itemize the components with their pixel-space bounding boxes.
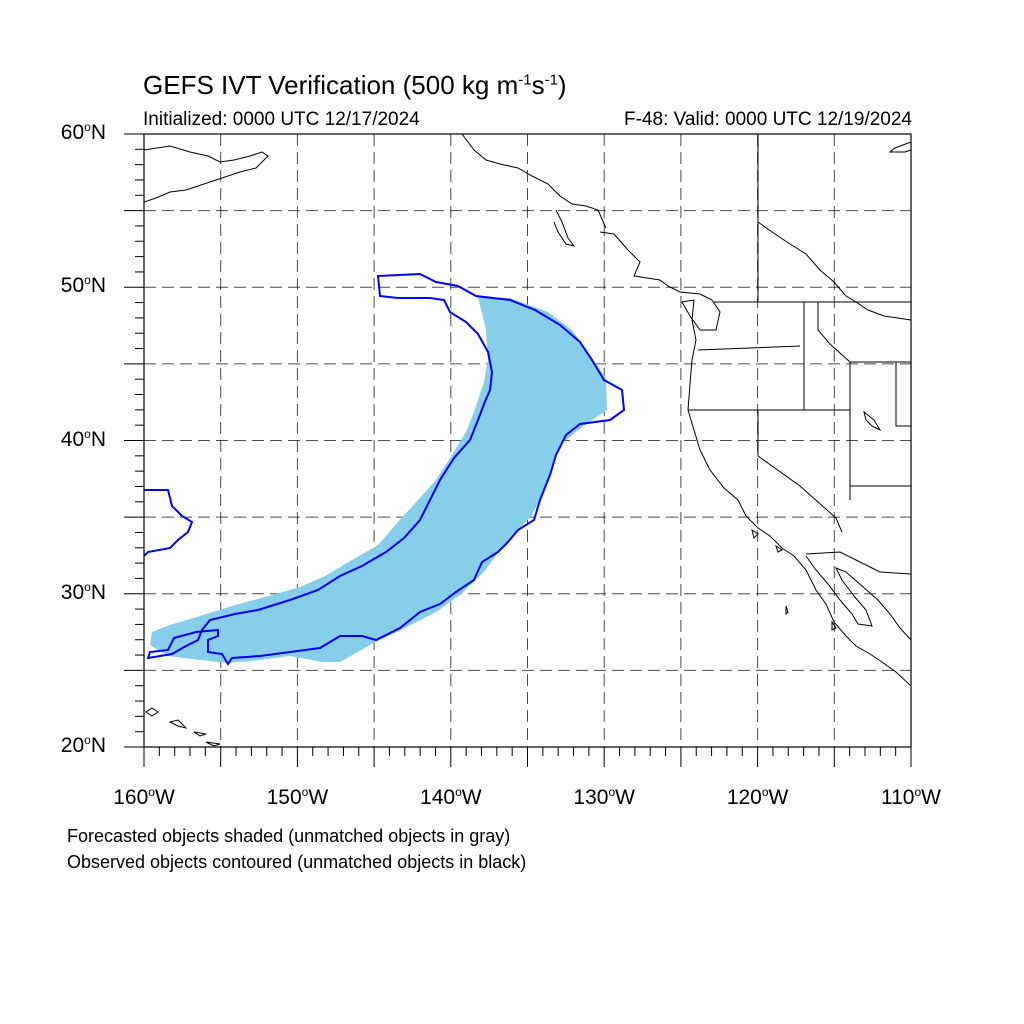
axis-label-text: 140	[420, 786, 456, 809]
longitude-label: 120oW	[726, 785, 789, 809]
axis-label-text: W	[768, 786, 789, 809]
axis-label-text: 150	[266, 786, 302, 809]
title-close-paren: )	[557, 70, 567, 100]
axis-label-text: N	[90, 274, 106, 298]
axis-label-text: 40	[60, 427, 85, 451]
axis-label-text: W	[615, 786, 635, 809]
latitude-label: 30oN	[60, 579, 106, 604]
chart-title: GEFS IVT Verification (500 kg m-1s-1)	[143, 70, 567, 101]
axis-label-text: W	[921, 786, 941, 809]
valid-time-label: F-48: Valid: 0000 UTC 12/19/2024	[624, 109, 912, 130]
axis-ticks	[124, 133, 912, 767]
forecast-object-shading	[150, 297, 607, 663]
coastlines	[144, 134, 911, 747]
axis-label-text: N	[90, 121, 106, 144]
title-exponent-1: -1	[518, 71, 532, 89]
title-exponent-2: -1	[544, 71, 558, 89]
observed-object-contour-west	[144, 489, 194, 557]
title-text: GEFS IVT Verification (500 kg m	[143, 70, 519, 100]
state-boundaries	[688, 134, 911, 575]
title-unit-s: s	[531, 70, 545, 100]
longitude-label: 110oW	[881, 785, 941, 809]
axis-label-text: 110	[881, 786, 915, 809]
legend-note-forecast: Forecasted objects shaded (unmatched obj…	[67, 826, 511, 846]
axis-label-text: W	[461, 786, 482, 809]
axis-label-text: W	[154, 786, 175, 809]
axis-label-text: 30	[60, 580, 85, 604]
axis-label-text: 20	[60, 734, 85, 757]
axis-label-text: 50	[60, 274, 85, 298]
axis-label-text: 60	[60, 121, 85, 144]
longitude-label: 140oW	[420, 785, 482, 809]
latitude-label: 60oN	[60, 120, 106, 144]
longitude-label: 130oW	[573, 785, 635, 809]
axis-label-text: N	[90, 734, 106, 757]
legend-note-observed: Observed objects contoured (unmatched ob…	[67, 852, 527, 872]
observed-object-contour-main	[146, 272, 626, 666]
init-time-label: Initialized: 0000 UTC 12/17/2024	[143, 109, 420, 130]
longitude-label: 160oW	[113, 785, 175, 809]
latitude-label: 40oN	[60, 426, 106, 451]
axis-label-text: 120	[726, 786, 762, 809]
axis-label-text: 160	[113, 786, 149, 809]
latitude-label: 50oN	[60, 273, 106, 298]
axis-label-text: W	[308, 786, 329, 809]
longitude-label: 150oW	[266, 785, 329, 809]
axis-label-text: 130	[573, 786, 609, 809]
axis-label-text: N	[90, 427, 106, 451]
latitude-label: 20oN	[60, 733, 106, 757]
axis-label-text: N	[90, 580, 106, 604]
